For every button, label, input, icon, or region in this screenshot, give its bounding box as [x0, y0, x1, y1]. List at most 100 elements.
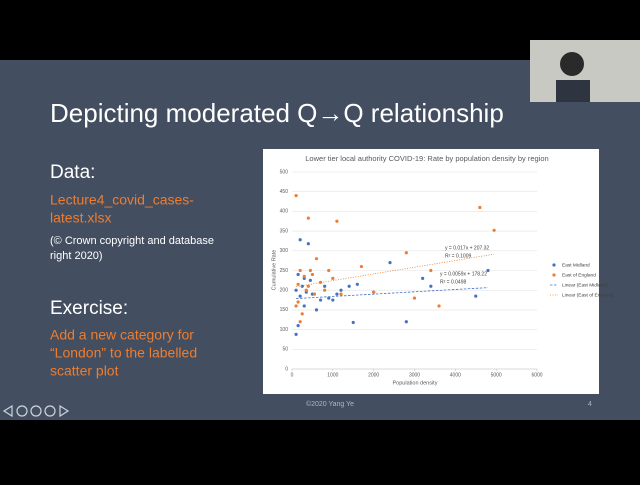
point [298, 268, 302, 273]
point [335, 292, 339, 296]
point [306, 242, 310, 246]
copyright: right 2020) [50, 250, 103, 262]
point [308, 268, 312, 273]
y-tick-label: 300 [280, 248, 289, 254]
y-tick-label: 150 [280, 307, 289, 313]
point [312, 292, 317, 296]
exercise-text: Add a new category for [50, 327, 194, 343]
exercise-text: “London” to the labelled [50, 345, 197, 361]
point [359, 264, 364, 269]
point [429, 268, 433, 273]
point [318, 280, 323, 284]
point [412, 296, 417, 300]
nav-pen[interactable] [16, 405, 28, 417]
webcam-person [556, 80, 590, 102]
point [306, 216, 310, 220]
y-tick-label: 350 [280, 228, 289, 234]
trend-equation: y = 0.017x + 207.32 [445, 245, 489, 251]
trend-r2: R² = 0.0498 [440, 279, 466, 285]
legend-label: East Midland [562, 262, 590, 268]
exercise-text: scatter plot [50, 363, 119, 379]
point [310, 272, 315, 277]
point [298, 238, 302, 242]
page-number: 4 [588, 401, 592, 408]
heading: Data: [50, 162, 95, 183]
legend-marker [552, 273, 556, 277]
chart-title: Lower tier local authority COVID-19: Rat… [305, 154, 548, 163]
point [306, 284, 310, 288]
x-tick-label: 0 [291, 372, 294, 378]
copyright: (© Crown copyright and database [50, 235, 214, 247]
x-axis-label: Population density [393, 380, 438, 386]
point [421, 276, 425, 280]
point [300, 312, 304, 316]
point [298, 294, 302, 298]
footer: ©2020 Yang Ye [306, 400, 354, 408]
point [404, 251, 408, 255]
point [372, 290, 376, 294]
point [339, 288, 343, 292]
trend-equation: y = 0.0059x + 178.22 [440, 271, 487, 277]
point [478, 205, 482, 210]
point [294, 288, 298, 292]
y-tick-label: 250 [280, 268, 289, 274]
point [308, 278, 312, 282]
point [300, 284, 304, 288]
point [327, 268, 331, 273]
nav-menu[interactable] [44, 405, 56, 417]
point [296, 272, 300, 277]
point [318, 298, 323, 302]
point [314, 308, 319, 312]
nav-controls [2, 404, 70, 418]
point [304, 288, 308, 292]
point [296, 324, 300, 328]
slide-title: Depicting moderated Q→Q relationship [50, 98, 504, 128]
webcam-person [560, 52, 584, 76]
point [347, 284, 351, 288]
y-tick-label: 500 [280, 169, 289, 175]
y-tick-label: 450 [280, 189, 289, 195]
x-tick-label: 6000 [531, 372, 542, 378]
point [327, 296, 331, 300]
point [474, 294, 478, 298]
point [486, 268, 490, 273]
point [339, 292, 343, 296]
point [429, 284, 433, 288]
x-tick-label: 4000 [450, 372, 461, 378]
x-tick-label: 5000 [491, 372, 502, 378]
legend-label: Linear (East of England) [562, 292, 614, 298]
file-name: Lecture4_covid_cases- [50, 192, 194, 208]
x-tick-label: 3000 [409, 372, 420, 378]
point [335, 219, 339, 223]
point [314, 257, 319, 261]
point [302, 304, 306, 308]
point [437, 304, 441, 308]
point [492, 228, 496, 232]
nav-next[interactable] [59, 404, 70, 418]
point [296, 300, 300, 304]
nav-prev[interactable] [2, 404, 13, 418]
point [294, 194, 298, 198]
y-tick-label: 200 [280, 288, 289, 294]
y-tick-label: 400 [280, 209, 289, 215]
legend-marker [552, 263, 556, 267]
trendline [296, 253, 495, 288]
point [355, 282, 359, 286]
point [302, 274, 306, 279]
x-tick-label: 2000 [368, 372, 379, 378]
point [298, 320, 302, 324]
point [323, 284, 327, 288]
point [404, 320, 408, 324]
point [331, 276, 335, 280]
legend-label: Linear (East Midland) [562, 282, 608, 288]
heading: Exercise: [50, 298, 128, 319]
y-tick-label: 100 [280, 327, 289, 333]
point [331, 298, 335, 302]
nav-zoom[interactable] [30, 405, 42, 417]
file-name: latest.xlsx [50, 210, 111, 226]
trendline [296, 287, 489, 299]
x-tick-label: 1000 [327, 372, 338, 378]
point [294, 332, 298, 336]
y-tick-label: 50 [282, 347, 288, 353]
